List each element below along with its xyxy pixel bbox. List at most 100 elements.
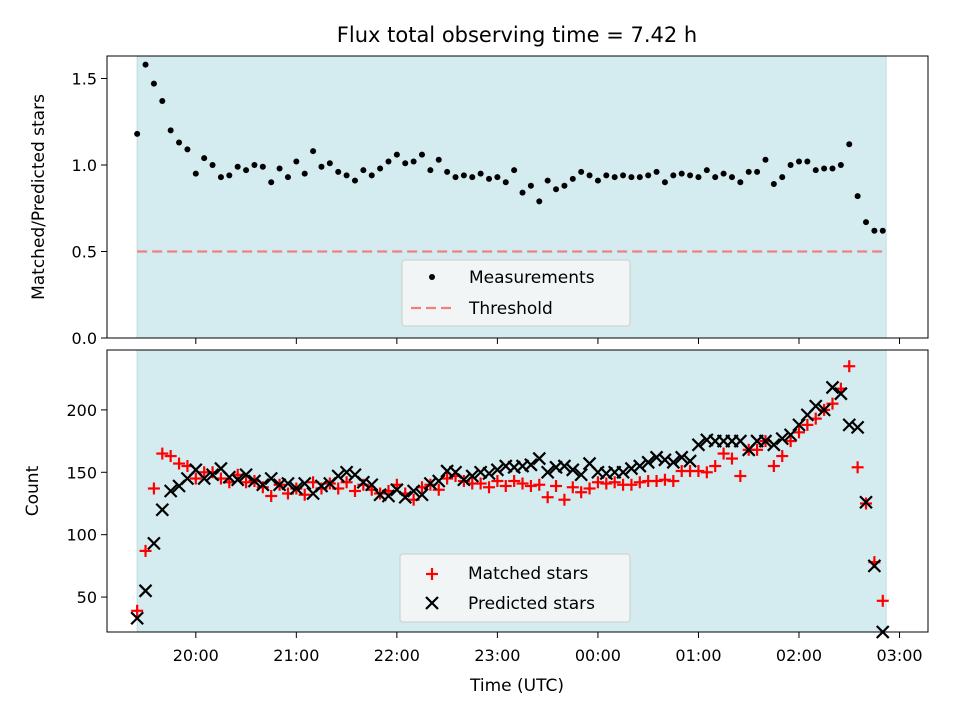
predicted-star-point bbox=[666, 455, 681, 470]
predicted-star-point bbox=[834, 386, 848, 401]
legend-measurements-marker bbox=[429, 274, 435, 280]
xtick-label-1: 21:00 bbox=[273, 646, 319, 665]
matched-star-point bbox=[876, 594, 889, 607]
measurement-point bbox=[519, 189, 526, 196]
measurement-point bbox=[670, 172, 677, 179]
measurement-point bbox=[176, 139, 183, 146]
matched-star-point bbox=[583, 482, 596, 495]
top-ytick-label-2: 1.0 bbox=[72, 156, 97, 175]
measurement-point bbox=[410, 158, 417, 165]
measurement-point bbox=[201, 155, 208, 162]
top-ytick-label-0: 0.0 bbox=[72, 329, 97, 348]
measurement-point bbox=[301, 170, 308, 177]
measurement-point bbox=[444, 168, 451, 175]
predicted-star-point bbox=[540, 465, 555, 480]
matched-star-point bbox=[566, 481, 579, 494]
predicted-star-point bbox=[256, 477, 270, 492]
measurement-point bbox=[795, 158, 802, 165]
top-ytick-label-1: 0.5 bbox=[72, 242, 97, 261]
matched-star-point bbox=[591, 476, 604, 489]
measurement-point bbox=[578, 168, 585, 175]
matched-star-point bbox=[524, 480, 537, 493]
predicted-star-point bbox=[691, 438, 706, 452]
matched-star-point bbox=[575, 486, 588, 499]
predicted-star-point bbox=[423, 476, 438, 491]
measurement-point bbox=[293, 158, 300, 165]
matched-star-point bbox=[851, 461, 864, 474]
predicted-star-point bbox=[825, 380, 840, 395]
measurement-point bbox=[678, 170, 685, 177]
matched-star-point bbox=[499, 480, 512, 493]
legend-matched-label: Matched stars bbox=[468, 564, 588, 584]
predicted-star-point bbox=[205, 468, 220, 482]
matched-star-point bbox=[189, 472, 202, 485]
measurement-point bbox=[561, 182, 568, 189]
predicted-star-point bbox=[566, 463, 580, 477]
predicted-star-point bbox=[783, 428, 798, 442]
measurement-point bbox=[427, 167, 434, 174]
bottom-legend: Matched stars Predicted stars bbox=[399, 553, 631, 623]
measurement-point bbox=[511, 167, 518, 174]
measurement-point bbox=[544, 177, 551, 184]
predicted-star-point bbox=[130, 611, 144, 626]
matched-star-point bbox=[516, 477, 529, 490]
measurement-point bbox=[611, 174, 618, 181]
measurement-point bbox=[829, 165, 836, 172]
measurement-point bbox=[854, 193, 861, 200]
measurement-point bbox=[259, 163, 266, 170]
measurement-point bbox=[150, 80, 157, 87]
predicted-star-point bbox=[364, 477, 379, 492]
matched-star-point bbox=[625, 478, 638, 491]
measurement-point bbox=[737, 179, 744, 186]
matched-star-point bbox=[298, 488, 311, 501]
matched-star-point bbox=[558, 493, 571, 506]
top-plot-frame bbox=[106, 55, 929, 339]
predicted-star-point bbox=[792, 418, 806, 432]
bot-ytick-label-0: 50 bbox=[77, 588, 97, 607]
measurement-point bbox=[326, 160, 333, 167]
matched-star-point bbox=[483, 481, 496, 494]
predicted-star-point bbox=[138, 584, 153, 598]
measurement-point bbox=[226, 172, 233, 179]
matched-star-point bbox=[156, 447, 169, 460]
predicted-star-point bbox=[197, 471, 211, 486]
bottom-legend-box bbox=[399, 553, 631, 623]
measurement-point bbox=[134, 130, 141, 137]
measurement-point bbox=[276, 165, 283, 172]
top-legend: Measurements Threshold bbox=[401, 259, 631, 327]
bottom-y-axis-label: Count bbox=[23, 465, 43, 516]
predicted-star-point bbox=[381, 489, 396, 503]
measurement-point bbox=[385, 158, 392, 165]
predicted-star-point bbox=[775, 431, 790, 446]
legend-matched-marker bbox=[426, 568, 438, 580]
top-panel: 0.0 0.5 1.0 1.5 Matched/Predicted stars Mea… bbox=[29, 55, 929, 348]
matched-star-point bbox=[717, 447, 730, 460]
measurement-point bbox=[192, 170, 199, 177]
predicted-star-point bbox=[616, 465, 630, 480]
predicted-star-point bbox=[557, 459, 572, 473]
predicted-star-point bbox=[314, 479, 329, 493]
measurement-point bbox=[762, 156, 769, 163]
matched-star-point bbox=[792, 426, 805, 439]
measurement-point bbox=[586, 172, 593, 179]
bottom-y-axis: 50 100 150 200 bbox=[66, 401, 107, 607]
predicted-star-point bbox=[147, 536, 161, 551]
measurement-point bbox=[351, 177, 358, 184]
predicted-star-point bbox=[465, 469, 480, 483]
predicted-star-point bbox=[247, 474, 262, 488]
matched-star-point bbox=[139, 544, 152, 557]
predicted-star-point bbox=[431, 474, 446, 488]
measurement-point bbox=[460, 172, 467, 179]
measurement-point bbox=[159, 97, 166, 104]
matched-star-point bbox=[843, 360, 856, 373]
matched-star-point bbox=[533, 478, 546, 491]
top-y-axis-label: Matched/Predicted stars bbox=[29, 94, 49, 300]
measurement-point bbox=[452, 174, 459, 181]
measurement-point bbox=[377, 165, 384, 172]
measurement-point bbox=[343, 172, 350, 179]
measurement-point bbox=[553, 186, 560, 193]
matched-star-point bbox=[608, 476, 621, 489]
measurement-point bbox=[335, 168, 342, 175]
measurement-point bbox=[779, 174, 786, 181]
